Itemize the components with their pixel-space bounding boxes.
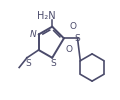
Text: O: O: [65, 46, 72, 54]
Text: H₂N: H₂N: [37, 11, 56, 21]
Text: S: S: [75, 34, 80, 43]
Text: S: S: [50, 59, 56, 68]
Text: O: O: [69, 22, 76, 31]
Text: N: N: [30, 30, 37, 39]
Text: S: S: [25, 59, 31, 68]
